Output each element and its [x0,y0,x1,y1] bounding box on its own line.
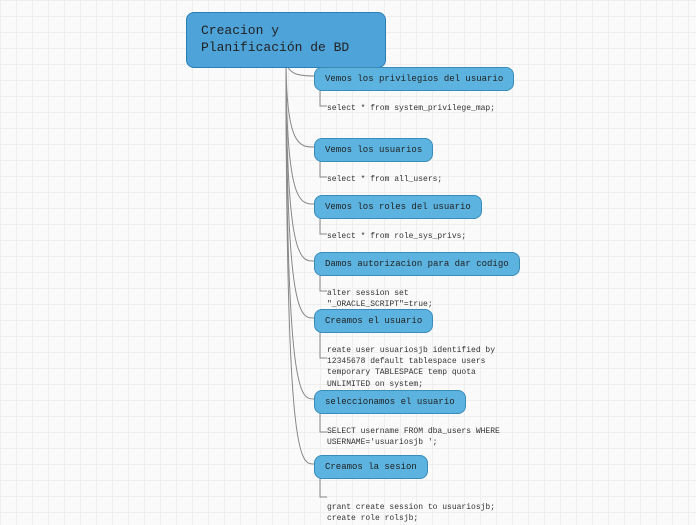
root-node[interactable]: Creacion y Planificación de BD [186,12,386,68]
code-text: select * from system_privilege_map; [327,104,495,113]
topic-roles[interactable]: Vemos los roles del usuario [314,195,482,219]
code-text: select * from all_users; [327,175,442,184]
topic-label: Damos autorizacion para dar codigo [325,259,509,269]
code-roles: select * from role_sys_privs; [327,231,466,242]
topic-users[interactable]: Vemos los usuarios [314,138,433,162]
topic-label: Vemos los privilegios del usuario [325,74,503,84]
code-select-user: SELECT username FROM dba_users WHERE USE… [327,426,507,448]
code-privileges: select * from system_privilege_map; [327,103,495,114]
topic-select-user[interactable]: seleccionamos el usuario [314,390,466,414]
topic-label: Vemos los usuarios [325,145,422,155]
topic-privileges[interactable]: Vemos los privilegios del usuario [314,67,514,91]
code-text: grant create session to usuariosjb; crea… [327,503,495,523]
topic-label: Creamos la sesion [325,462,417,472]
topic-session[interactable]: Creamos la sesion [314,455,428,479]
topic-auth[interactable]: Damos autorizacion para dar codigo [314,252,520,276]
code-create-user: reate user usuariosjb identified by 1234… [327,345,507,390]
code-auth: alter session set "_ORACLE_SCRIPT"=true; [327,288,517,310]
code-users: select * from all_users; [327,174,442,185]
code-text: alter session set "_ORACLE_SCRIPT"=true; [327,289,433,309]
code-text: SELECT username FROM dba_users WHERE USE… [327,427,500,447]
topic-create-user[interactable]: Creamos el usuario [314,309,433,333]
topic-label: Vemos los roles del usuario [325,202,471,212]
code-text: reate user usuariosjb identified by 1234… [327,346,495,389]
topic-label: seleccionamos el usuario [325,397,455,407]
topic-label: Creamos el usuario [325,316,422,326]
root-label: Creacion y Planificación de BD [201,23,349,55]
code-text: select * from role_sys_privs; [327,232,466,241]
